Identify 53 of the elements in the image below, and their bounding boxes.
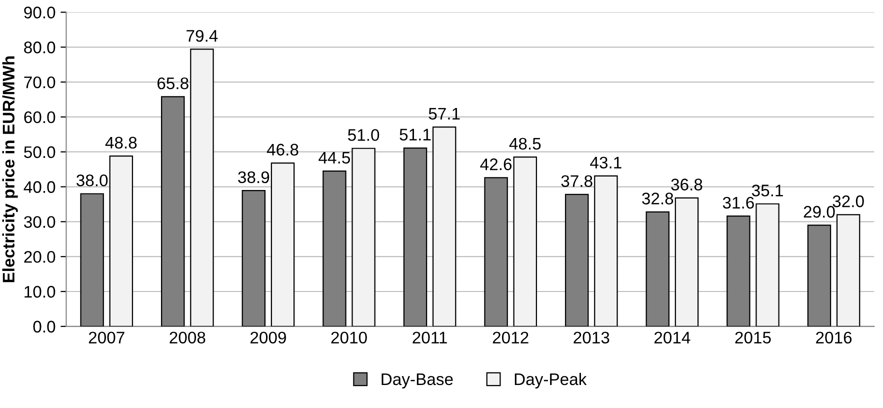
x-tick-label: 2011	[412, 332, 447, 344]
legend-label: Day-Base	[382, 374, 453, 388]
data-label: 36.8	[671, 178, 702, 190]
y-tick-label: 40.0	[24, 181, 56, 193]
x-tick-label: 2013	[574, 332, 610, 344]
bar	[513, 156, 538, 326]
data-label: 51.1	[400, 128, 431, 141]
y-tick-label: 30.0	[24, 216, 56, 228]
bar	[674, 197, 699, 326]
data-label: 38.0	[76, 174, 108, 186]
x-tick-label: 2010	[331, 332, 367, 344]
y-tick-label: 70.0	[24, 76, 56, 88]
y-tick-label: 80.0	[24, 42, 56, 54]
y-axis-title: Electricity price in EUR/MWh	[2, 56, 18, 282]
x-tick-label: 2016	[816, 332, 852, 344]
data-label: 46.8	[266, 144, 298, 156]
x-tick-label: 2015	[735, 332, 771, 344]
data-label: 42.6	[480, 158, 512, 170]
bar	[836, 214, 860, 326]
data-label: 32.8	[642, 192, 674, 204]
x-tick-label: 2009	[250, 332, 286, 344]
data-label: 38.9	[238, 171, 270, 184]
bar	[352, 148, 376, 326]
data-label: 32.0	[832, 195, 864, 208]
y-tick-label: 60.0	[24, 111, 56, 124]
y-tick-label: 50.0	[24, 146, 56, 158]
bar	[190, 48, 214, 326]
data-label: 31.6	[722, 196, 754, 209]
data-label: 29.0	[804, 206, 835, 218]
data-label: 57.1	[428, 108, 460, 120]
bar	[594, 175, 618, 326]
data-label: 79.4	[186, 30, 218, 42]
legend-label: Day-Peak	[514, 372, 587, 388]
bar	[109, 156, 134, 326]
data-label: 43.1	[590, 156, 622, 168]
bar	[270, 162, 295, 326]
data-label: 48.8	[105, 136, 137, 149]
data-label: 51.0	[348, 129, 380, 141]
y-tick-label: 90.0	[24, 6, 56, 18]
data-label: 35.1	[752, 184, 783, 196]
y-tick-label: 20.0	[24, 250, 56, 263]
x-tick-label: 2008	[170, 332, 206, 344]
bar	[756, 203, 780, 326]
x-tick-label: 2007	[88, 332, 124, 344]
y-tick-label: 10.0	[24, 286, 56, 298]
x-tick-label: 2014	[654, 332, 690, 344]
y-tick-label: 0.0	[33, 320, 56, 333]
bar	[432, 126, 456, 326]
x-tick-label: 2012	[492, 332, 528, 344]
data-label: 48.5	[509, 138, 541, 150]
data-label: 44.5	[318, 152, 350, 164]
data-label: 65.8	[158, 77, 188, 90]
data-label: 37.8	[561, 175, 592, 187]
